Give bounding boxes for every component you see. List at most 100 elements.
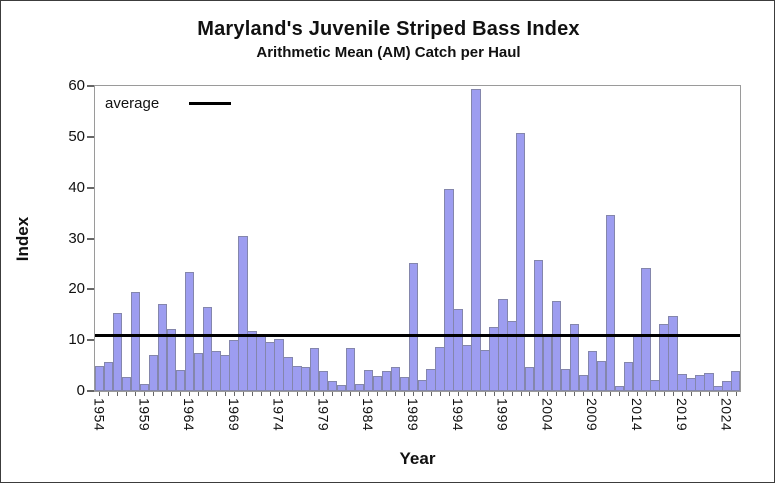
x-tick-1992 bbox=[439, 392, 441, 396]
x-tick-label-2019: 2019 bbox=[673, 398, 690, 432]
bar-1981 bbox=[336, 384, 347, 391]
y-tick-label-60: 60 bbox=[68, 77, 85, 94]
x-tick-1990 bbox=[421, 392, 423, 396]
x-tick-1995 bbox=[466, 392, 468, 396]
x-tick-1989 bbox=[413, 392, 415, 396]
x-tick-1984 bbox=[368, 392, 370, 396]
x-tick-1987 bbox=[395, 392, 397, 396]
x-tick-2021 bbox=[699, 392, 701, 396]
bar-1989 bbox=[408, 262, 418, 391]
bar-2007 bbox=[569, 323, 580, 391]
x-tick-1976 bbox=[296, 392, 298, 396]
bar-2012 bbox=[614, 386, 625, 391]
bar-1987 bbox=[390, 366, 401, 391]
bar-2006 bbox=[560, 369, 571, 391]
x-tick-1960 bbox=[153, 392, 155, 396]
x-tick-2018 bbox=[672, 392, 674, 396]
x-tick-label-1999: 1999 bbox=[494, 398, 511, 432]
bar-1971 bbox=[247, 331, 257, 391]
x-tick-2009 bbox=[592, 392, 594, 396]
x-tick-label-2009: 2009 bbox=[584, 398, 601, 432]
bar-1964 bbox=[184, 271, 195, 391]
y-tick-60 bbox=[87, 85, 94, 87]
x-tick-2025 bbox=[735, 392, 737, 396]
x-tick-label-1989: 1989 bbox=[405, 398, 422, 432]
x-tick-2013 bbox=[628, 392, 630, 396]
y-tick-label-10: 10 bbox=[68, 331, 85, 349]
y-tick-label-20: 20 bbox=[68, 280, 85, 298]
y-tick-20 bbox=[87, 288, 94, 291]
x-tick-1991 bbox=[430, 392, 432, 396]
bar-2018 bbox=[668, 315, 678, 391]
bar-1985 bbox=[372, 376, 383, 391]
x-tick-label-1984: 1984 bbox=[360, 398, 377, 432]
x-tick-label-2014: 2014 bbox=[628, 398, 645, 432]
x-tick-1986 bbox=[386, 392, 388, 396]
x-tick-1988 bbox=[404, 392, 406, 396]
bar-2003 bbox=[533, 260, 544, 391]
x-tick-2007 bbox=[574, 392, 576, 396]
x-tick-1961 bbox=[162, 392, 164, 396]
bar-1954 bbox=[95, 365, 105, 391]
x-tick-1970 bbox=[242, 392, 244, 396]
bar-1966 bbox=[202, 306, 212, 391]
x-tick-label-1959: 1959 bbox=[136, 398, 153, 432]
x-tick-1982 bbox=[350, 392, 352, 396]
bar-1984 bbox=[363, 369, 374, 391]
bar-1996 bbox=[471, 89, 481, 391]
y-tick-label-0: 0 bbox=[76, 382, 85, 399]
bar-1990 bbox=[417, 380, 427, 391]
bar-1988 bbox=[399, 377, 410, 391]
x-tick-label-1994: 1994 bbox=[449, 398, 466, 432]
bar-1992 bbox=[435, 346, 445, 391]
x-tick-1969 bbox=[233, 392, 235, 396]
bar-1994 bbox=[453, 308, 463, 391]
bar-1993 bbox=[444, 188, 454, 391]
legend-average-label: average bbox=[105, 95, 160, 112]
x-tick-1985 bbox=[377, 392, 379, 396]
bar-1977 bbox=[301, 366, 311, 391]
bar-1965 bbox=[193, 353, 203, 391]
x-tick-2000 bbox=[511, 392, 513, 396]
bar-2010 bbox=[596, 361, 607, 391]
x-tick-1977 bbox=[305, 392, 307, 396]
x-tick-2020 bbox=[690, 392, 692, 396]
x-tick-2001 bbox=[520, 392, 522, 396]
x-tick-2005 bbox=[556, 392, 558, 396]
x-tick-2008 bbox=[583, 392, 585, 396]
bar-2016 bbox=[650, 379, 660, 391]
x-tick-1973 bbox=[269, 392, 271, 396]
bar-1969 bbox=[229, 339, 239, 391]
x-tick-2022 bbox=[708, 392, 710, 396]
x-tick-1996 bbox=[475, 392, 477, 396]
bar-1998 bbox=[489, 326, 499, 391]
bar-1970 bbox=[238, 236, 248, 391]
bar-1960 bbox=[148, 355, 159, 391]
x-tick-2024 bbox=[726, 392, 728, 396]
bar-1957 bbox=[121, 376, 132, 391]
x-tick-1993 bbox=[448, 392, 450, 396]
x-tick-label-2024: 2024 bbox=[718, 398, 735, 432]
x-tick-2006 bbox=[565, 392, 567, 396]
bar-2008 bbox=[578, 374, 589, 391]
bar-2017 bbox=[659, 323, 669, 391]
y-tick-40 bbox=[87, 186, 94, 189]
x-tick-label-1954: 1954 bbox=[91, 398, 108, 432]
x-tick-2012 bbox=[619, 392, 621, 396]
y-tick-0 bbox=[87, 390, 94, 392]
x-tick-2014 bbox=[636, 392, 638, 396]
x-tick-1979 bbox=[323, 392, 325, 396]
y-tick-label-30: 30 bbox=[68, 229, 85, 247]
bar-2002 bbox=[525, 367, 535, 391]
x-tick-2023 bbox=[717, 392, 719, 396]
bar-1980 bbox=[327, 380, 338, 391]
y-tick-30 bbox=[87, 237, 94, 240]
x-tick-1975 bbox=[287, 392, 289, 396]
bar-1979 bbox=[318, 370, 329, 391]
x-tick-1954 bbox=[99, 392, 101, 396]
x-tick-1965 bbox=[198, 392, 200, 396]
x-tick-label-1969: 1969 bbox=[225, 398, 242, 432]
x-tick-1957 bbox=[126, 392, 128, 396]
x-tick-1963 bbox=[180, 392, 182, 396]
x-tick-2011 bbox=[610, 392, 612, 396]
